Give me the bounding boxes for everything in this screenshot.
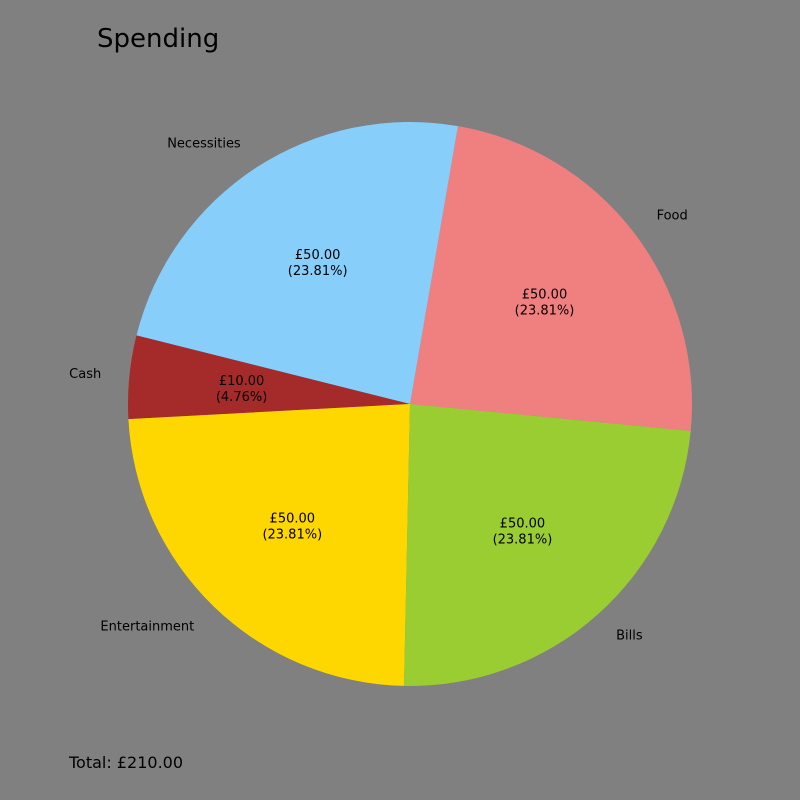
slice-value-cash: £10.00 (4.76%) xyxy=(216,374,267,405)
slice-value-bills: £50.00 (23.81%) xyxy=(493,516,553,547)
total-label: Total: £210.00 xyxy=(69,753,184,772)
slice-label-entertainment: Entertainment xyxy=(100,619,194,634)
pie-slice-bills xyxy=(404,404,691,686)
pie-slice-entertainment xyxy=(128,404,410,686)
chart-title: Spending xyxy=(97,24,220,54)
slice-label-necessities: Necessities xyxy=(167,137,241,152)
slice-value-food: £50.00 (23.81%) xyxy=(515,287,575,318)
pie-slice-necessities xyxy=(136,122,458,404)
slice-label-food: Food xyxy=(657,208,688,223)
pie-slice-cash xyxy=(128,335,411,420)
pie-slice-food xyxy=(410,126,692,432)
slice-label-bills: Bills xyxy=(616,628,643,643)
slice-label-cash: Cash xyxy=(69,367,101,382)
slice-value-necessities: £50.00 (23.81%) xyxy=(288,248,348,279)
slice-value-entertainment: £50.00 (23.81%) xyxy=(262,512,322,543)
